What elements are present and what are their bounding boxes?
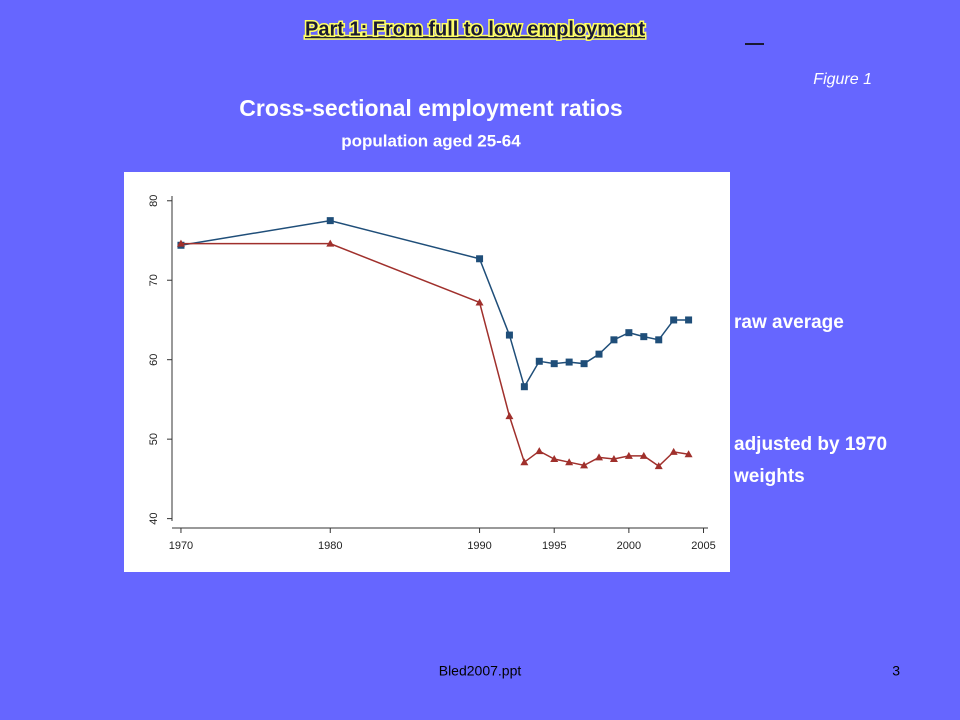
point — [326, 239, 335, 247]
series-line — [180, 219, 689, 389]
point — [655, 336, 663, 344]
x-tick-label: 2005 — [691, 540, 715, 552]
point — [520, 458, 529, 466]
point — [550, 455, 559, 463]
y-tick-label: 40 — [148, 512, 160, 524]
point — [609, 455, 618, 463]
point — [640, 333, 648, 341]
point — [625, 329, 633, 337]
point — [684, 450, 693, 458]
y-tick-label: 50 — [148, 433, 160, 445]
series-label: raw average — [734, 312, 844, 333]
chart-title: Cross-sectional employment ratios — [239, 95, 622, 121]
x-tick-label: 1995 — [542, 540, 566, 552]
point — [595, 350, 603, 358]
point — [535, 357, 543, 365]
point — [580, 360, 588, 368]
y-tick-label: 70 — [148, 274, 160, 286]
y-tick-label: 80 — [148, 195, 160, 207]
point — [476, 255, 484, 263]
page-number: 3 — [892, 663, 900, 679]
x-tick-label: 2000 — [617, 540, 641, 552]
point — [654, 462, 663, 470]
point — [580, 461, 589, 469]
point — [505, 331, 513, 339]
point — [535, 447, 544, 455]
y-tick-label: 60 — [148, 354, 160, 366]
chart-subtitle: population aged 25-64 — [341, 131, 521, 150]
series-label: adjusted by 1970 weights — [734, 434, 888, 487]
point — [565, 358, 573, 366]
point — [624, 451, 633, 459]
point — [550, 360, 558, 368]
x-tick-label: 1990 — [467, 540, 491, 552]
slide-title: Part 1: From full to low employment — [305, 18, 645, 40]
x-tick-label: 1970 — [169, 540, 193, 552]
point — [610, 336, 618, 344]
footer: Bled2007.ppt — [439, 663, 522, 679]
point — [505, 412, 514, 420]
x-tick-label: 1980 — [318, 540, 342, 552]
point — [595, 453, 604, 461]
point — [520, 383, 528, 391]
point — [326, 217, 334, 225]
point — [176, 239, 185, 247]
series-line — [180, 242, 689, 468]
figure-label: Figure 1 — [813, 71, 872, 88]
point — [669, 447, 678, 455]
point — [565, 458, 574, 466]
point — [670, 316, 678, 324]
point — [639, 451, 648, 459]
point — [685, 316, 693, 324]
point — [475, 298, 484, 306]
chart-panel — [124, 172, 730, 572]
